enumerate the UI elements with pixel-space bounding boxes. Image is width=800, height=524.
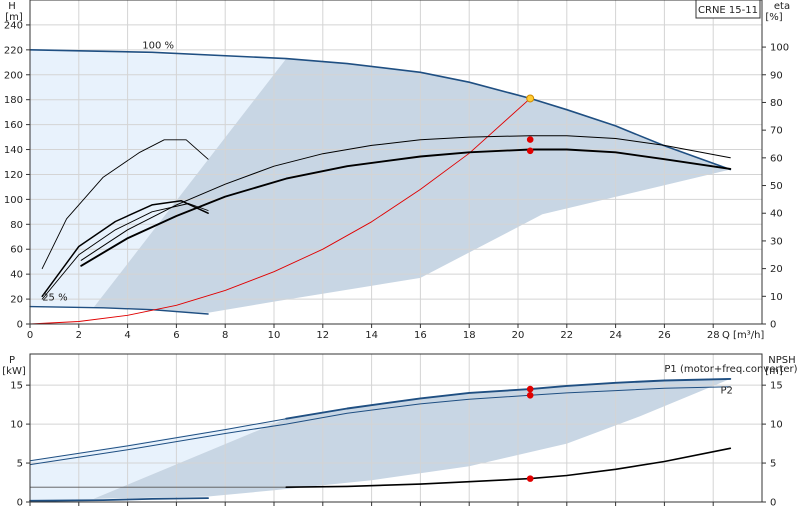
y-right-tick-label: 10 (770, 420, 783, 431)
y-right-axis-title: NPSH (768, 355, 795, 366)
x-tick-label: 0 (27, 330, 33, 341)
y-left-axis-title: P (9, 355, 15, 366)
series-line (29, 386, 731, 466)
y-left-tick-label: 80 (10, 220, 23, 231)
x-tick-label: 22 (560, 330, 573, 341)
y-right-tick-label: 0 (770, 498, 776, 509)
series-line (41, 200, 209, 298)
y-right-tick-label: 0 (770, 320, 776, 331)
x-tick-label: 4 (124, 330, 130, 341)
y-right-tick-label: 30 (770, 236, 783, 247)
duty-point-marker (526, 385, 534, 393)
x-axis-title: Q [m³/h] (722, 330, 764, 341)
y-right-tick-label: 80 (770, 98, 783, 109)
series-line (41, 139, 209, 270)
x-tick-label: 2 (76, 330, 82, 341)
x-tick-label: 10 (268, 330, 281, 341)
series-line (41, 203, 209, 300)
x-tick-label: 24 (609, 330, 622, 341)
y-left-tick-label: 100 (4, 195, 23, 206)
series-line (29, 48, 732, 171)
y-left-tick-label: 200 (4, 70, 23, 81)
y-right-tick-label: 15 (770, 381, 783, 392)
series-line (29, 97, 531, 325)
power-npsh-plot: 0 5 10 15 0 5 10 15 P[kW] NPSH[m]P1 (motor+freq.c… (2, 353, 798, 509)
x-tick-label: 16 (414, 330, 427, 341)
curve-annotation: 100 % (142, 41, 174, 52)
curve-annotation: P2 (721, 386, 733, 397)
series-line (29, 305, 209, 315)
duty-point-marker (526, 475, 534, 482)
plot-frame (29, 0, 763, 325)
x-tick-label: 12 (316, 330, 329, 341)
y-left-tick-label: 240 (4, 20, 23, 31)
x-tick-label: 18 (463, 330, 476, 341)
series-line (80, 135, 731, 261)
y-left-tick-label: 0 (17, 320, 23, 331)
y-left-tick-label: 60 (10, 245, 23, 256)
y-right-axis-unit: [m] (765, 366, 783, 377)
head-efficiency-plot: 0 2 4 6 8 10 12 14 16 18 20 22 24 26 28 Q [m³/h]0204060… (4, 0, 790, 341)
envelope-light-region (30, 49, 287, 308)
y-left-tick-label: 140 (4, 145, 23, 156)
model-label: CRNE 15-11 (698, 5, 758, 16)
y-left-tick-label: 40 (10, 270, 23, 281)
duty-point-marker (526, 94, 535, 103)
x-tick-label: 6 (173, 330, 179, 341)
y-left-tick-label: 220 (4, 45, 23, 56)
y-right-tick-label: 40 (770, 209, 783, 220)
y-left-tick-label: 0 (17, 498, 23, 509)
y-right-tick-label: 5 (770, 459, 776, 470)
y-right-tick-label: 20 (770, 264, 783, 275)
series-line (80, 148, 732, 267)
y-left-tick-label: 10 (10, 420, 23, 431)
y-left-tick-label: 160 (4, 120, 23, 131)
y-right-tick-label: 10 (770, 292, 783, 303)
y-right-axis-title: eta (774, 1, 790, 12)
duty-point-marker (526, 391, 534, 399)
y-left-tick-label: 180 (4, 95, 23, 106)
x-tick-label: 28 (707, 330, 720, 341)
series-line (29, 497, 210, 502)
y-right-tick-label: 70 (770, 126, 783, 137)
y-right-axis-unit: [%] (765, 12, 782, 23)
y-right-tick-label: 90 (770, 70, 783, 81)
x-tick-label: 14 (365, 330, 378, 341)
y-left-tick-label: 5 (17, 459, 23, 470)
x-tick-label: 8 (222, 330, 228, 341)
y-right-tick-label: 100 (770, 43, 789, 54)
model-label-box: CRNE 15-11 (695, 0, 761, 19)
envelope-dark-region (93, 378, 731, 499)
y-right-tick-label: 50 (770, 181, 783, 192)
y-left-tick-label: 120 (4, 170, 23, 181)
x-tick-label: 26 (658, 330, 671, 341)
curve-annotation: P1 (motor+freq.converter) (664, 364, 797, 375)
y-right-tick-label: 60 (770, 153, 783, 164)
y-left-axis-unit: [m] (5, 12, 23, 23)
plot-frame (29, 353, 763, 503)
y-left-tick-label: 20 (10, 295, 23, 306)
curve-annotation: 25 % (42, 292, 67, 303)
y-left-tick-label: 15 (10, 381, 23, 392)
envelope-light-region (30, 418, 287, 502)
x-tick-label: 20 (512, 330, 525, 341)
y-left-axis-unit: [kW] (2, 366, 26, 377)
model-label-frame (695, 0, 761, 19)
y-left-axis-title: H (8, 1, 16, 12)
duty-point-marker (526, 147, 534, 155)
duty-point-marker (526, 136, 534, 143)
